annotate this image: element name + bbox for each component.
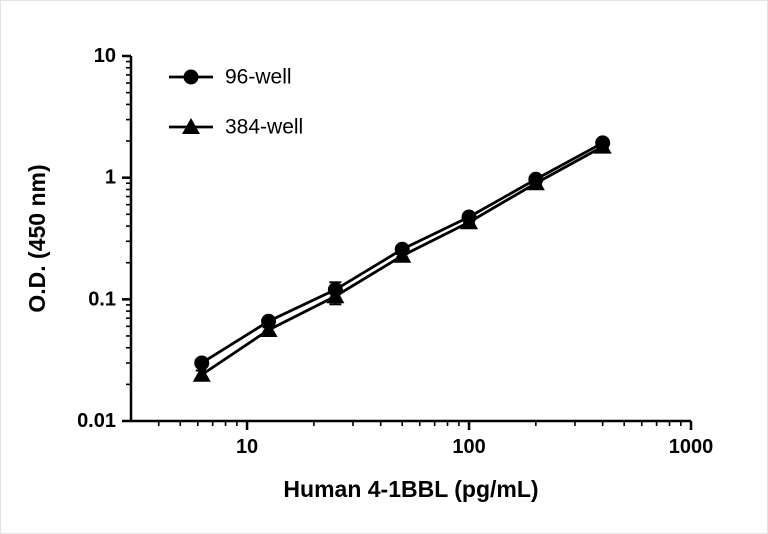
- data-point-384-well: [526, 174, 545, 191]
- y-axis-title: O.D. (450 nm): [24, 164, 50, 312]
- x-tick-label: 100: [452, 436, 485, 458]
- data-point-384-well: [593, 137, 612, 154]
- x-axis-title: Human 4-1BBL (pg/mL): [283, 476, 538, 502]
- legend-label: 384-well: [225, 116, 303, 139]
- data-point-384-well: [192, 365, 211, 382]
- y-tick-label: 0.01: [77, 410, 116, 432]
- legend-marker-triangle: [182, 118, 200, 134]
- data-point-96-well: [194, 355, 210, 371]
- legend-label: 96-well: [225, 66, 292, 89]
- y-tick-label: 0.1: [88, 288, 116, 310]
- data-point-384-well: [259, 320, 278, 337]
- y-tick-label: 10: [94, 45, 116, 67]
- x-tick-label: 10: [236, 436, 258, 458]
- legend-marker-circle: [183, 69, 199, 85]
- data-point-384-well: [460, 213, 479, 230]
- y-tick-label: 1: [105, 167, 116, 189]
- data-point-384-well: [326, 287, 345, 304]
- x-tick-label: 1000: [669, 436, 714, 458]
- data-point-384-well: [393, 246, 412, 263]
